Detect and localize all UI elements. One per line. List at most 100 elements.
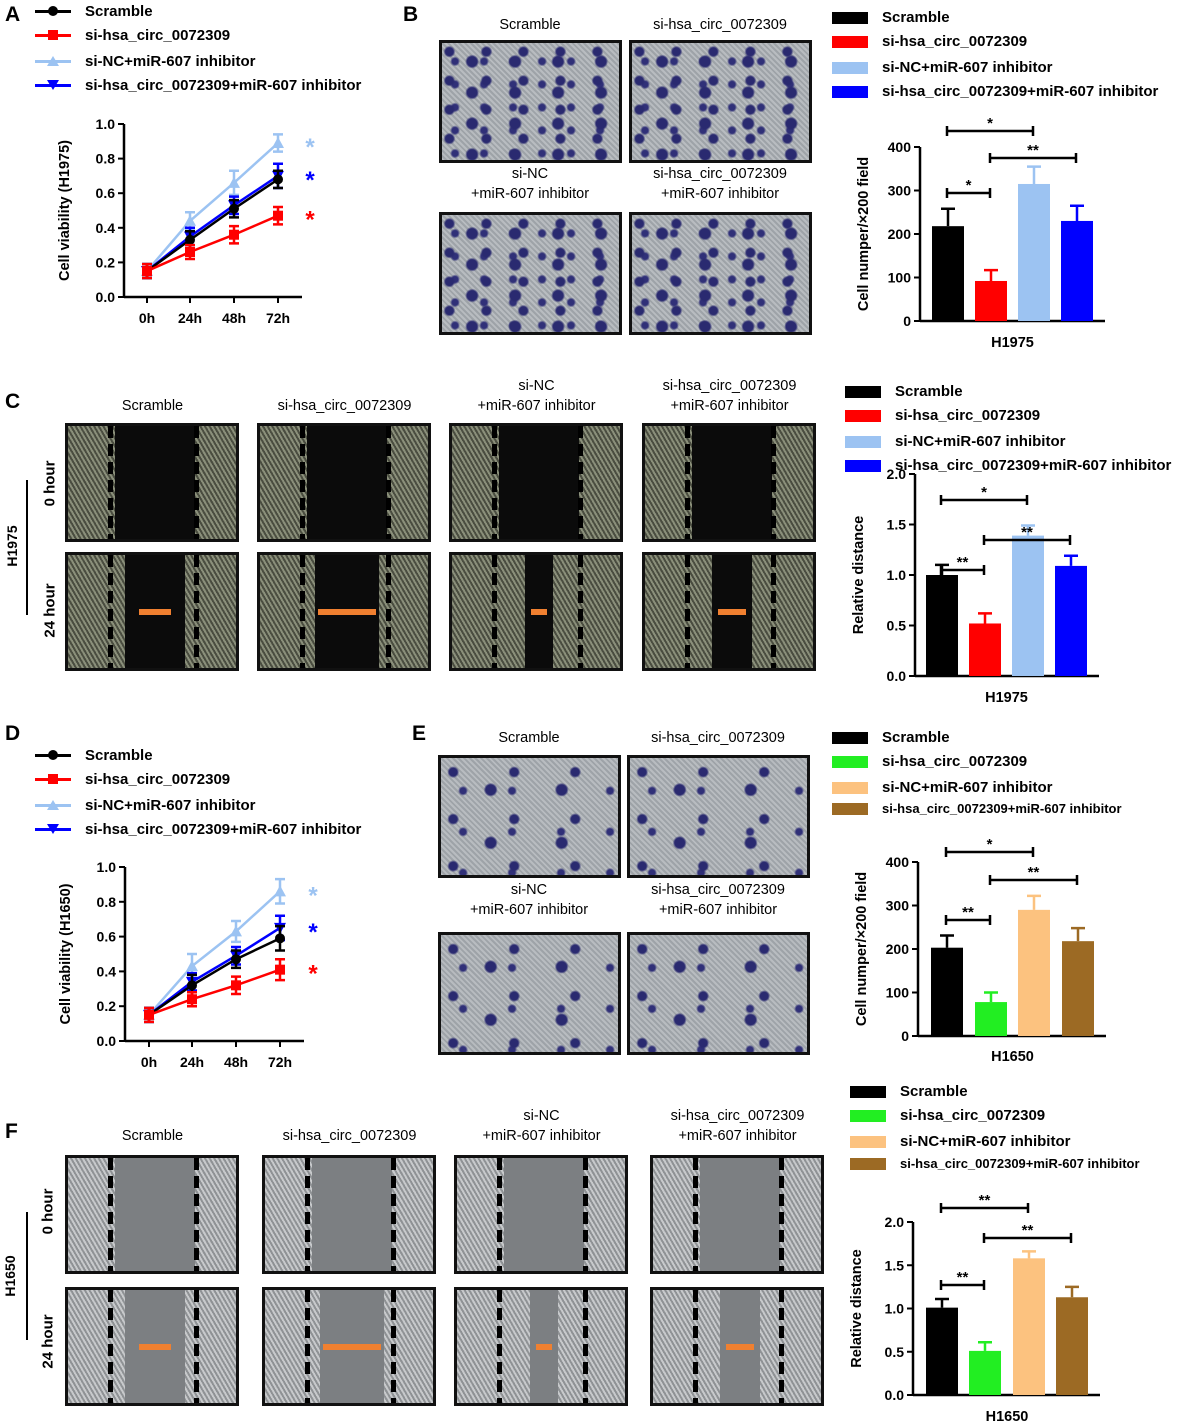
wound-gap: [312, 1158, 392, 1271]
y-tick-label: 200: [888, 226, 912, 242]
image-header: Scramble: [498, 730, 560, 746]
error-bar: [978, 612, 992, 624]
wound-edge-line: [685, 426, 690, 539]
wound-healing-image: [262, 1155, 436, 1274]
data-point: [185, 247, 195, 258]
y-tick-label: 0.6: [96, 185, 116, 201]
wound-edge-line: [194, 1158, 199, 1271]
legend-item: si-hsa_circ_0072309: [845, 407, 1040, 424]
x-axis-label: H1650: [991, 1049, 1034, 1065]
y-tick-label: 100: [886, 985, 910, 1001]
error-bar: [984, 991, 998, 1003]
y-axis-label: Relative distance: [851, 516, 867, 634]
error-bar: [1064, 554, 1078, 566]
bracket-line: [26, 480, 28, 615]
y-tick-label: 1.0: [96, 116, 116, 132]
legend-label: si-NC+miR-607 inhibitor: [895, 433, 1066, 450]
migration-distance-bar: [139, 1343, 171, 1350]
y-tick-label: 1.5: [887, 517, 907, 533]
series-line: [146, 214, 279, 273]
legend-line-marker: [35, 6, 71, 16]
y-axis-label: Cell numper/×200 field: [856, 157, 872, 311]
legend-swatch: [850, 1135, 886, 1148]
significance-label: **: [1022, 1222, 1034, 1239]
wound-healing-image: [449, 552, 623, 671]
data-point: [273, 210, 283, 221]
significance-asterisk: *: [308, 961, 318, 988]
legend-label: Scramble: [895, 383, 963, 400]
legend-line-marker: [35, 774, 71, 784]
image-header: Scramble: [121, 398, 184, 414]
legend-swatch: [832, 731, 868, 744]
legend-label: si-NC+miR-607 inhibitor: [882, 59, 1053, 76]
transwell-image: [627, 932, 810, 1055]
y-tick-label: 1.0: [97, 859, 117, 875]
y-tick-label: 0.5: [887, 618, 907, 634]
error-bar: [1021, 524, 1035, 536]
wound-edge-line: [108, 1158, 113, 1271]
x-tick-label: 0h: [141, 1054, 157, 1070]
data-point: [274, 885, 286, 897]
significance-asterisk: *: [305, 207, 315, 234]
wound-gap: [692, 426, 772, 539]
legend-item: si-hsa_circ_0072309: [832, 753, 1027, 770]
wound-edge-line: [685, 555, 690, 668]
wound-gap: [700, 1158, 780, 1271]
legend-swatch: [845, 435, 881, 448]
panel-label-f: F: [5, 1120, 18, 1143]
legend-item: Scramble: [832, 729, 950, 746]
y-tick-label: 1.0: [887, 567, 907, 583]
y-tick-label: 200: [886, 941, 910, 957]
x-tick-label: 72h: [266, 310, 290, 326]
significance-asterisk: *: [308, 919, 318, 946]
migration-distance-bar: [323, 1343, 381, 1350]
error-bar: [1027, 894, 1041, 910]
data-point: [228, 176, 240, 188]
image-header: si-NC: [518, 378, 555, 394]
migration-distance-bar: [726, 1343, 754, 1350]
error-bar: [1027, 165, 1041, 184]
legend-item: si-hsa_circ_0072309+miR-607 inhibitor: [845, 457, 1171, 474]
wound-edge-line: [386, 426, 391, 539]
wound-gap: [499, 426, 579, 539]
significance-label: **: [1028, 864, 1040, 881]
legend-swatch: [832, 781, 868, 794]
data-point: [144, 1009, 154, 1020]
chart-panel-e: 0 100 200 300 400 Cell numper/×200 field H1650…: [854, 836, 1106, 1065]
bar: [1055, 565, 1087, 676]
y-tick-label: 1.5: [885, 1257, 905, 1273]
legend-item: Scramble: [35, 3, 153, 20]
legend-line-marker: [35, 30, 71, 40]
wound-gap: [115, 426, 195, 539]
image-header: +miR-607 inhibitor: [660, 186, 780, 202]
legend-item: si-hsa_circ_0072309+miR-607 inhibitor: [832, 801, 1122, 816]
y-tick-label: 0.8: [96, 151, 116, 167]
y-tick-label: 300: [886, 898, 910, 914]
image-header: si-hsa_circ_0072309: [653, 17, 787, 33]
image-header: +miR-607 inhibitor: [482, 1128, 601, 1144]
image-header: si-hsa_circ_0072309: [662, 378, 797, 394]
wound-healing-image: [65, 423, 239, 542]
legend-label: si-hsa_circ_0072309: [85, 771, 231, 788]
legend-label: si-NC+miR-607 inhibitor: [85, 53, 256, 70]
wound-healing-image: [454, 1287, 628, 1406]
y-tick-label: 400: [886, 854, 910, 870]
migration-distance-bar: [139, 608, 171, 615]
data-point: [231, 980, 241, 991]
wound-edge-line: [300, 555, 305, 668]
transwell-image: [439, 212, 622, 335]
legend-label: si-NC+miR-607 inhibitor: [900, 1133, 1071, 1150]
wound-gap: [115, 1158, 195, 1271]
significance-bracket: [939, 495, 1029, 505]
series-1: [144, 957, 285, 1024]
legend-line-marker: [35, 56, 71, 66]
image-header: si-hsa_circ_0072309: [670, 1108, 805, 1124]
error-bar: [984, 268, 998, 281]
significance-bracket: [982, 1233, 1073, 1243]
bar: [932, 226, 964, 321]
significance-bracket: [945, 126, 1035, 136]
legend-label: si-hsa_circ_0072309: [900, 1107, 1046, 1124]
image-header: si-hsa_circ_0072309: [653, 166, 787, 182]
y-tick-label: 0.2: [96, 254, 116, 270]
y-axis-label: Relative distance: [849, 1249, 865, 1367]
